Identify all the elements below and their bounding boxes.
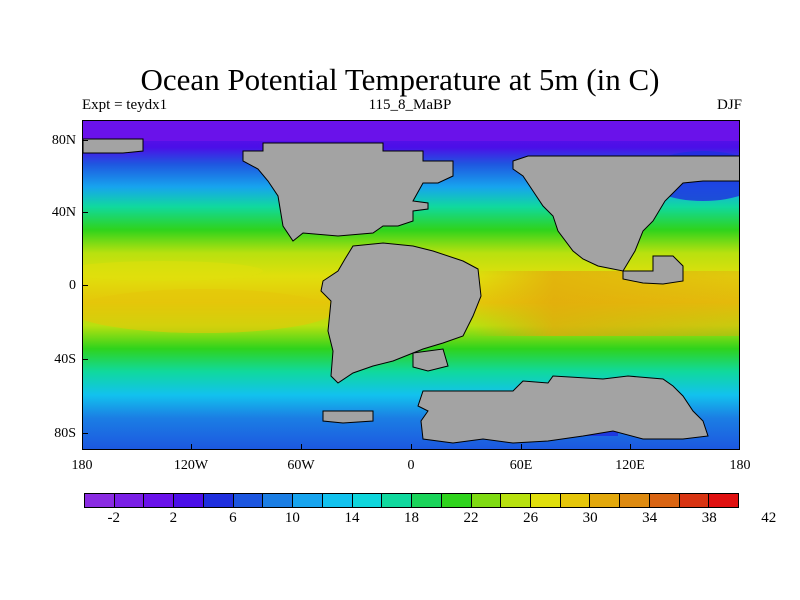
colorbar-box (649, 494, 680, 507)
colorbar (84, 493, 739, 508)
colorbar-label: 22 (463, 510, 479, 526)
lat-tick (82, 433, 88, 434)
colorbar-box (293, 494, 323, 507)
northern-land-west (83, 138, 144, 154)
warm-pool-west (83, 289, 333, 333)
lon-label-0: 0 (407, 458, 415, 473)
colorbar-box (203, 494, 234, 507)
colorbar-label: 10 (284, 510, 300, 526)
colorbar-box (501, 494, 532, 507)
colorbar-label: 26 (523, 510, 539, 526)
colorbar-box (114, 494, 145, 507)
warm-band (83, 261, 263, 281)
colorbar-box (620, 494, 650, 507)
colorbar-box (263, 494, 294, 507)
colorbar-label: 34 (642, 510, 658, 526)
lat-label-0: 0 (69, 278, 76, 293)
colorbar-label: 42 (761, 510, 777, 526)
lon-tick (301, 444, 302, 450)
laurasia-west (242, 142, 454, 242)
lat-label-80n: 80N (51, 133, 76, 148)
colorbar-box (85, 494, 115, 507)
colorbar-label: 30 (582, 510, 598, 526)
experiment-label: Expt = teydx1 (82, 97, 168, 113)
colorbar-box (144, 494, 175, 507)
colorbar-box (471, 494, 502, 507)
gondwana-central (320, 242, 482, 384)
colorbar-box (441, 494, 472, 507)
lon-tick (630, 444, 631, 450)
southeast-asia-block (622, 255, 684, 285)
lon-label-60w: 60W (287, 458, 315, 473)
colorbar-box (590, 494, 621, 507)
lon-label-60e: 60E (509, 458, 533, 473)
lon-label-180w: 180 (71, 458, 93, 473)
polar-sea-north (83, 121, 739, 141)
lon-label-120e: 120E (615, 458, 645, 473)
colorbar-box (174, 494, 204, 507)
lat-label-40s: 40S (54, 352, 76, 367)
colorbar-label: -2 (107, 510, 121, 526)
colorbar-box (531, 494, 561, 507)
colorbar-box (382, 494, 413, 507)
lat-tick (82, 212, 88, 213)
plot-title: Ocean Potential Temperature at 5m (in C) (140, 62, 660, 97)
colorbar-label: 2 (169, 510, 178, 526)
colorbar-label: 38 (701, 510, 717, 526)
lon-tick (521, 444, 522, 450)
colorbar-box (322, 494, 353, 507)
lat-tick (82, 359, 88, 360)
lat-label-80s: 80S (54, 426, 76, 441)
laurasia-east (512, 155, 739, 272)
period-label: 115_8_MaBP (368, 97, 452, 113)
colorbar-box (560, 494, 591, 507)
lat-tick (82, 140, 88, 141)
south-island (412, 348, 449, 372)
map-canvas (83, 121, 739, 449)
warm-pool-east (473, 271, 739, 336)
colorbar-box (233, 494, 264, 507)
colorbar-label: 6 (229, 510, 237, 526)
lon-label-180e: 180 (729, 458, 751, 473)
lat-tick (82, 285, 88, 286)
colorbar-box (679, 494, 710, 507)
temperature-map (82, 120, 740, 450)
colorbar-box (412, 494, 442, 507)
lon-tick (191, 444, 192, 450)
lat-label-40n: 40N (51, 205, 76, 220)
colorbar-label: 18 (404, 510, 419, 526)
colorbar-label: 14 (344, 510, 360, 526)
lon-label-120w: 120W (173, 458, 209, 473)
colorbar-box (352, 494, 383, 507)
season-label: DJF (716, 97, 742, 113)
colorbar-box (709, 494, 739, 507)
gondwana-south (417, 375, 709, 444)
antarctic-island (322, 410, 374, 424)
lon-tick (411, 444, 412, 450)
land-masses (83, 138, 739, 444)
